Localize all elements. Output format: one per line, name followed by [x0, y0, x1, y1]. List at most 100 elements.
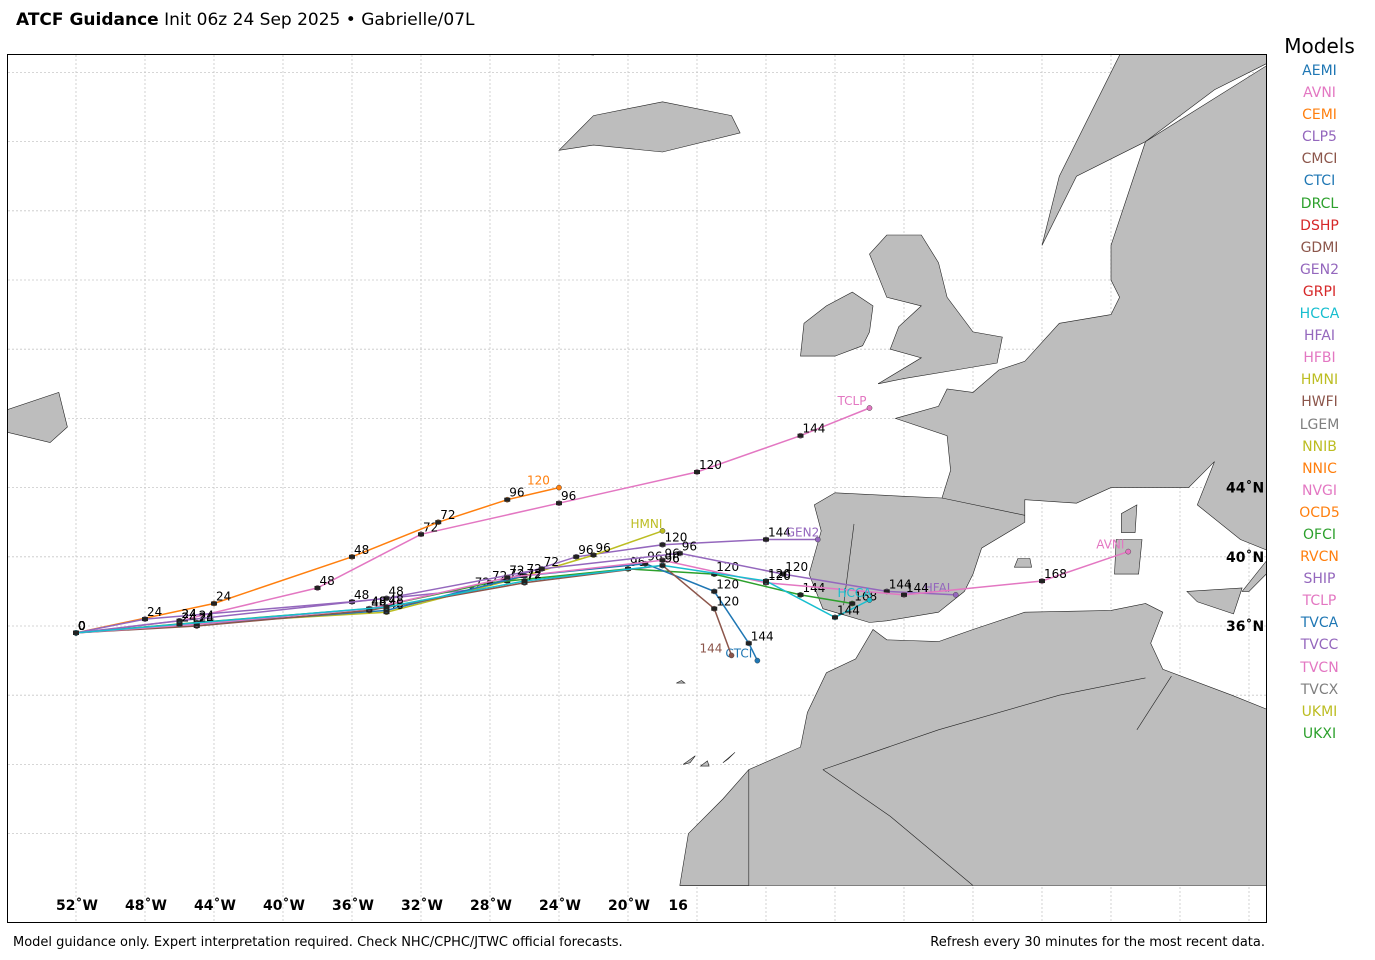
- legend-item-ship: SHIP: [1303, 571, 1336, 588]
- forecast-hour-label: 144: [768, 526, 791, 540]
- forecast-hour-label: 0: [78, 619, 86, 633]
- lon-axis-label: 24˚W: [539, 897, 581, 914]
- legend-item-tvcc: TVCC: [1300, 637, 1339, 654]
- model-end-label: HMNI: [631, 517, 663, 531]
- legend-item-cmci: CMCI: [1301, 151, 1338, 168]
- track-point: [659, 528, 666, 534]
- forecast-hour-label: 144: [889, 577, 912, 591]
- forecast-hour-label: 72: [544, 555, 559, 569]
- legend-item-hfai: HFAI: [1303, 328, 1335, 345]
- forecast-hour-label: 0: [78, 619, 86, 633]
- lon-axis-label: 32˚W: [401, 897, 443, 914]
- forecast-hour-label: 48: [389, 593, 404, 607]
- forecast-hour-label: 144: [751, 629, 774, 643]
- track-marker: [676, 551, 683, 556]
- track-marker: [1039, 579, 1045, 584]
- country-border: [822, 769, 974, 886]
- page-title: ATCF Guidance: [16, 10, 159, 30]
- lon-axis-label: 28˚W: [470, 897, 512, 914]
- legend-title: Models: [1284, 34, 1355, 58]
- model-tracks: 024487296120144TCLP024487296120024487296…: [73, 394, 1132, 664]
- legend-item-rvcn: RVCN: [1300, 549, 1339, 566]
- forecast-hour-label: 72: [527, 567, 542, 581]
- track-marker: [193, 622, 200, 627]
- map-svg[interactable]: 024487296120144TCLP024487296120024487296…: [8, 55, 1266, 922]
- track-marker: [780, 572, 787, 577]
- track-point: [556, 484, 562, 491]
- track-marker: [556, 501, 562, 506]
- track-point: [754, 657, 761, 664]
- track-marker: [745, 641, 752, 646]
- refresh-note: Refresh every 30 minutes for the most re…: [930, 935, 1265, 950]
- forecast-hour-label: 120: [768, 567, 791, 581]
- track-point: [866, 405, 873, 411]
- legend-item-gen2: GEN2: [1299, 261, 1340, 278]
- land-africa: [679, 603, 1266, 886]
- forecast-hour-label: 144: [837, 603, 860, 617]
- lon-axis-label: 44˚W: [194, 897, 236, 914]
- track-marker: [711, 572, 718, 577]
- track-marker: [383, 596, 390, 601]
- land-corsica: [1121, 504, 1138, 533]
- forecast-hour-label: 72: [492, 569, 507, 583]
- forecast-hour-label: 48: [354, 543, 369, 557]
- model-end-label: 144: [700, 641, 723, 655]
- legend-item-hfbi: HFBI: [1303, 350, 1336, 367]
- forecast-hour-label: 168: [1044, 567, 1067, 581]
- legend-item-drcl: DRCL: [1300, 195, 1339, 212]
- land-mallorca: [1013, 558, 1032, 568]
- forecast-hour-label: 0: [78, 619, 86, 633]
- track-marker: [73, 630, 79, 635]
- track-point: [728, 652, 735, 659]
- country-border: [1136, 676, 1172, 730]
- legend-item-ctci: CTCI: [1303, 173, 1336, 190]
- lon-axis-label: 36˚W: [332, 897, 374, 914]
- track-point: [866, 597, 873, 603]
- disclaimer-text: Model guidance only. Expert interpretati…: [13, 935, 623, 950]
- forecast-hour-label: 0: [78, 619, 86, 633]
- map-panel[interactable]: 0 24 48 72 96 120 144 TCLP 0 24 48 72 96 120 0 24 48 72 96…: [7, 54, 1267, 923]
- model-end-label: TCLP: [837, 394, 867, 408]
- lon-axis-label: 16: [668, 898, 687, 914]
- lat-axis-label: 40˚N: [1226, 549, 1264, 566]
- track-marker: [763, 537, 769, 542]
- track-marker: [659, 542, 666, 547]
- model-end-label: HCCA: [838, 586, 873, 600]
- forecast-hour-label: 120: [716, 595, 739, 609]
- country-border: [843, 523, 855, 606]
- forecast-hour-label: 24: [147, 605, 162, 619]
- forecast-hour-label: 24: [199, 610, 214, 624]
- track-marker: [504, 497, 511, 502]
- forecast-hour-label: 0: [78, 619, 86, 633]
- legend-item-dshp: DSHP: [1300, 217, 1339, 234]
- legend-item-cemi: CEMI: [1302, 107, 1337, 124]
- legend-item-hwfi: HWFI: [1301, 394, 1338, 411]
- land-europe: [808, 65, 1266, 623]
- track-marker: [763, 579, 769, 584]
- land-canaries-1: [699, 760, 710, 767]
- forecast-hour-label: 144: [803, 422, 826, 436]
- forecast-hour-label: 96: [596, 541, 611, 555]
- model-end-label: AVNI: [1096, 538, 1124, 552]
- forecast-hour-label: 144: [906, 581, 929, 595]
- land-sardinia: [1114, 539, 1143, 575]
- land-madeira: [676, 680, 686, 684]
- forecast-hour-label: 96: [682, 539, 697, 553]
- land-britain: [869, 234, 1003, 385]
- forecast-hour-label: 48: [389, 584, 404, 598]
- track-marker: [176, 622, 183, 627]
- track-hcca: 0 24 48 72 96 120 144 HCCA: [73, 551, 873, 636]
- track-marker: [211, 601, 217, 606]
- legend-item-lgem: LGEM: [1299, 416, 1340, 433]
- legend-item-hmni: HMNI: [1300, 372, 1339, 389]
- legend-item-grpi: GRPI: [1302, 283, 1337, 300]
- forecast-hour-label: 0: [78, 619, 86, 633]
- forecast-hour-label: 72: [440, 508, 455, 522]
- lon-axis-label: 40˚W: [263, 897, 305, 914]
- forecast-hour-label: 72: [527, 562, 542, 576]
- legend-item-hcca: HCCA: [1299, 306, 1340, 323]
- track-marker: [711, 606, 718, 611]
- track-marker: [418, 532, 424, 537]
- track-marker: [590, 553, 597, 558]
